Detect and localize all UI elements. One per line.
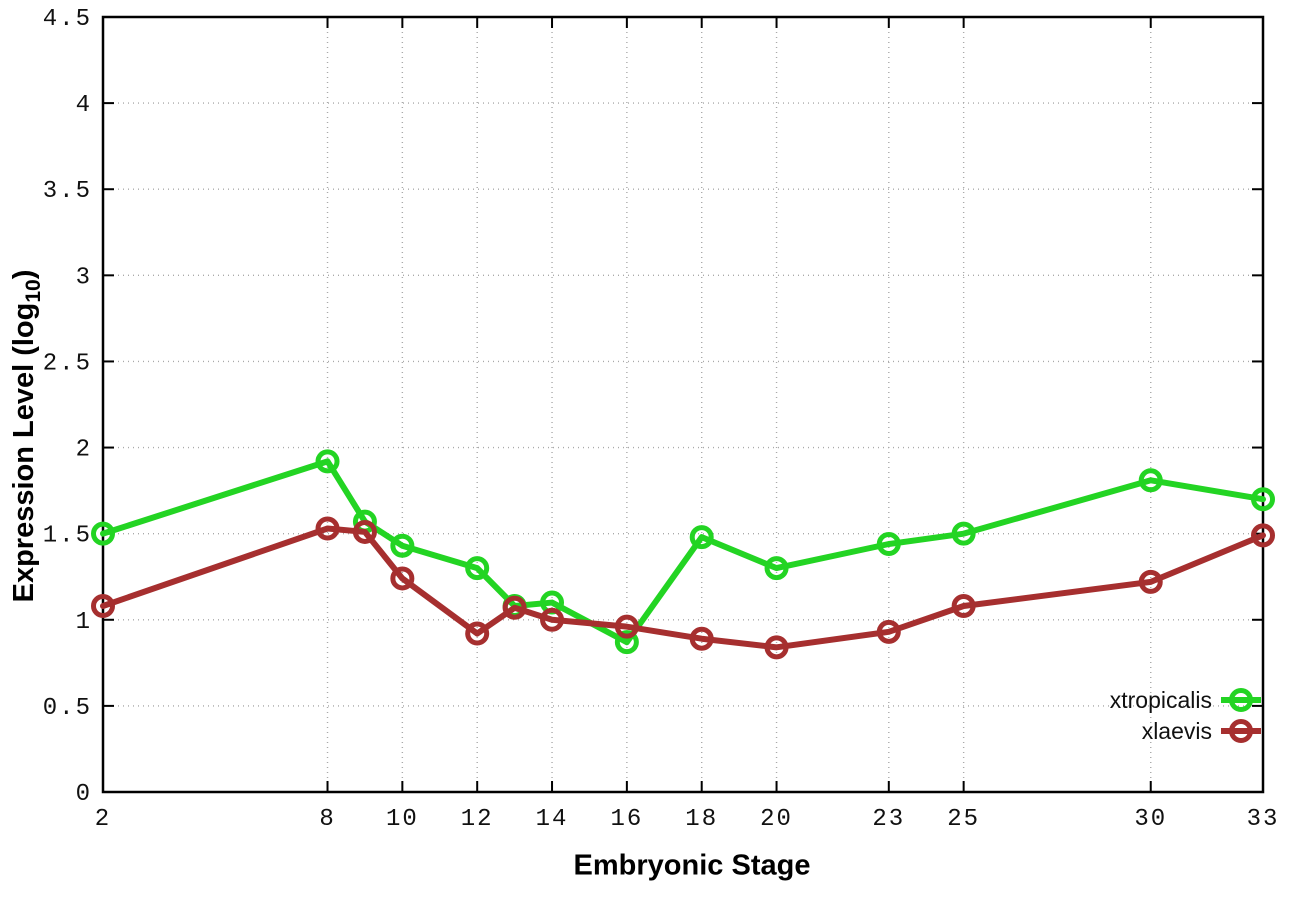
x-tick-label: 23: [872, 806, 905, 833]
x-tick-label: 30: [1134, 806, 1167, 833]
data-point-xlaevis-stage-14: [540, 607, 565, 632]
series-line-xtropicalis: [100, 458, 1266, 646]
y-axis-title-close: ): [8, 269, 41, 280]
data-point-xlaevis-stage-9: [352, 519, 377, 544]
data-point-xtropicalis-stage-8: [315, 449, 340, 474]
plot-border: [101, 15, 1265, 794]
data-point-xtropicalis-stage-25: [951, 521, 976, 546]
data-point-xlaevis-stage-13: [502, 595, 527, 620]
data-point-xlaevis-stage-33: [1251, 523, 1275, 548]
x-tick-label: 20: [760, 806, 793, 833]
legend-sample-marker-xlaevis: [1229, 719, 1253, 743]
y-tick-label: 0.5: [43, 695, 92, 722]
data-point-xtropicalis-stage-30: [1138, 468, 1163, 493]
y-axis-title: Expression Level (log10): [8, 270, 46, 603]
data-point-xtropicalis-stage-18: [689, 525, 714, 550]
x-tick-label: 14: [536, 806, 569, 833]
y-axis-title-subscript: 10: [21, 279, 45, 303]
data-point-xtropicalis-stage-10: [390, 533, 415, 558]
y-tick-label: 2.5: [43, 350, 92, 377]
y-tick-label: 0: [76, 781, 92, 808]
x-tick-label: 25: [947, 806, 980, 833]
data-point-xlaevis-stage-30: [1138, 569, 1163, 594]
x-tick-label: 18: [685, 806, 718, 833]
y-tick-label: 1.5: [43, 523, 92, 550]
data-point-xlaevis-stage-12: [465, 621, 490, 646]
data-point-xlaevis-stage-25: [951, 594, 976, 618]
y-tick-label: 4.5: [43, 6, 92, 33]
data-point-xlaevis-stage-10: [390, 566, 415, 591]
data-point-xtropicalis-stage-23: [876, 532, 901, 556]
x-tick-label: 16: [610, 806, 643, 833]
series-line-xlaevis: [100, 525, 1266, 651]
y-tick-label: 1: [76, 609, 92, 636]
x-tick-label: 12: [461, 806, 494, 833]
data-point-xlaevis-stage-20: [764, 635, 789, 660]
x-tick-label: 2: [95, 806, 111, 833]
data-point-xtropicalis-stage-33: [1251, 487, 1275, 512]
y-tick-label: 3.5: [43, 178, 92, 205]
data-point-xlaevis-stage-8: [315, 516, 340, 541]
data-point-xtropicalis-stage-2: [91, 521, 115, 546]
data-point-xtropicalis-stage-12: [465, 556, 490, 581]
x-tick-label: 8: [319, 806, 335, 833]
data-point-xtropicalis-stage-20: [764, 556, 789, 581]
legend-label-xtropicalis: xtropicalis: [1110, 687, 1212, 713]
legend-sample-marker-xtropicalis: [1229, 688, 1253, 712]
y-tick-label: 4: [76, 92, 92, 119]
y-axis-title-text: Expression Level (log: [8, 302, 41, 603]
x-tick-label: 33: [1247, 806, 1280, 833]
y-tick-label: 2: [76, 437, 92, 464]
x-tick-label: 10: [386, 806, 419, 833]
data-point-xlaevis-stage-23: [876, 619, 901, 644]
data-point-xlaevis-stage-2: [91, 594, 115, 618]
data-point-xlaevis-stage-16: [614, 614, 639, 639]
y-tick-label: 3: [76, 264, 92, 291]
data-point-xlaevis-stage-18: [689, 626, 714, 651]
data-point-xtropicalis-stage-16: [614, 630, 639, 655]
legend-label-xlaevis: xlaevis: [1142, 718, 1212, 744]
x-axis-title: Embryonic Stage: [573, 849, 811, 882]
